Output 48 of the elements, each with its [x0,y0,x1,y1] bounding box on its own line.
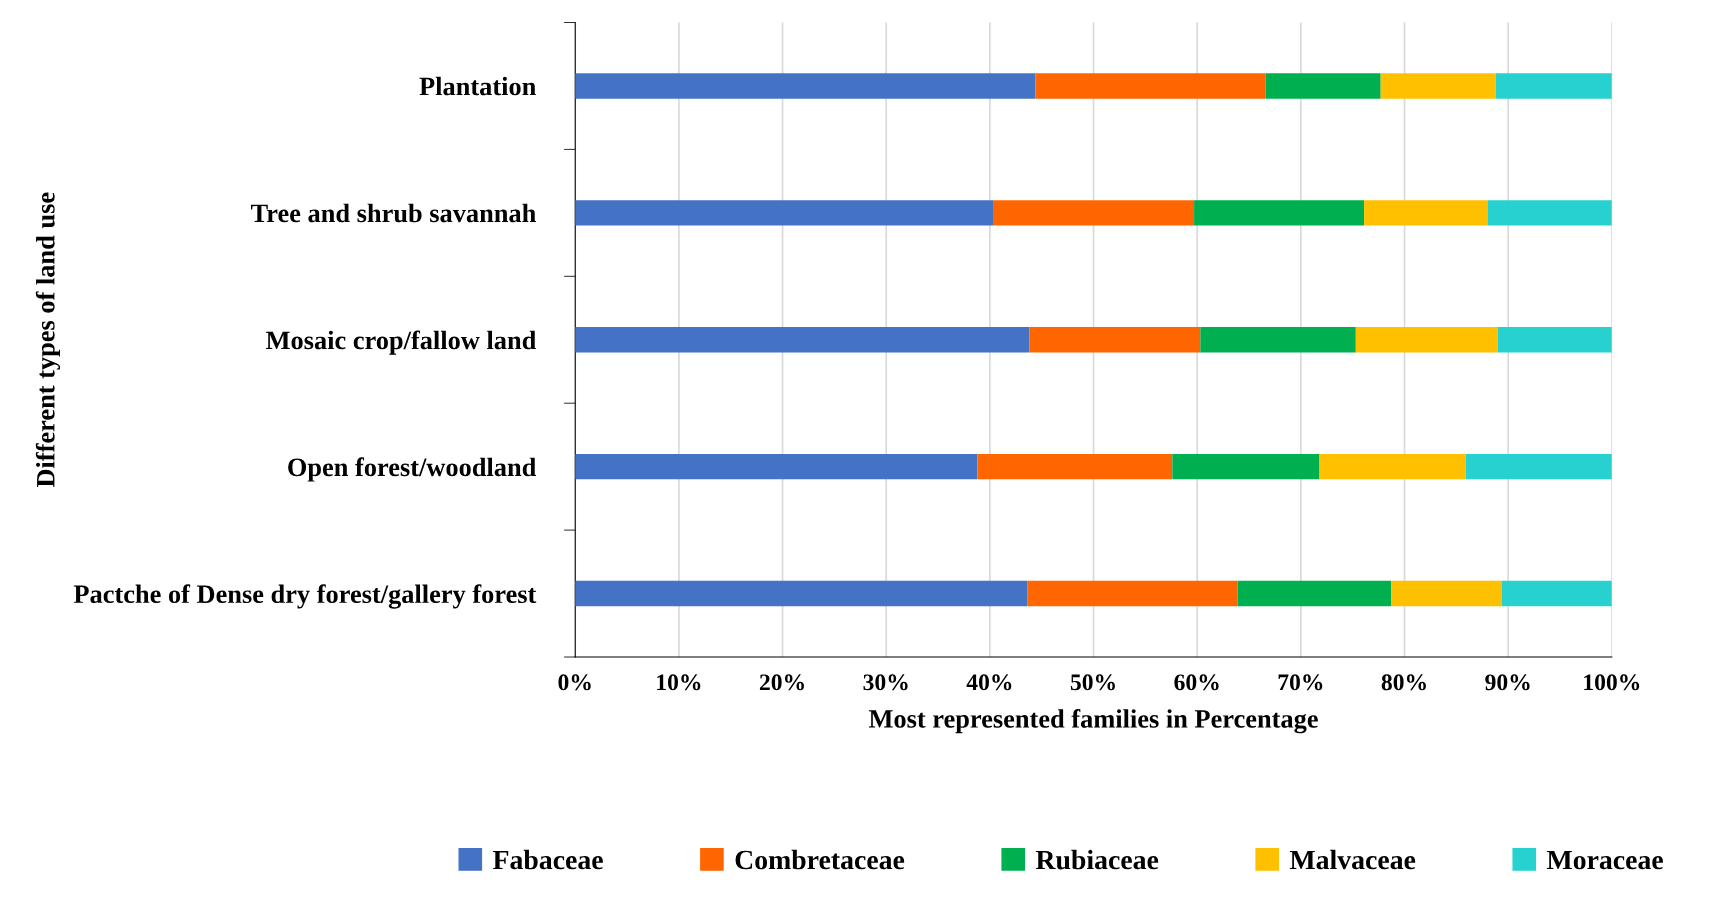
bar [1497,327,1612,353]
x-tick-label: 10% [657,674,701,691]
x-tick-label: 20% [759,674,804,691]
bar [1265,73,1381,99]
bar [1391,580,1502,607]
bar [1501,580,1612,607]
y-tick-label: Mosaic crop/fallow land [266,330,537,355]
bar [1465,453,1612,480]
x-tick-label: 30% [863,674,908,691]
bar [1035,73,1266,99]
bar [1495,73,1612,99]
bar [1172,453,1320,480]
bar [1487,200,1612,226]
bar [575,580,1028,607]
y-tick-label: Open forest/woodland [288,457,537,482]
x-tick-label: 60% [1174,674,1219,691]
y-tick-label: Plantation [419,76,536,96]
bar [575,200,993,226]
bar [1194,200,1365,226]
bar [977,453,1173,480]
x-tick-label: 70% [1278,674,1323,691]
bar [992,200,1195,226]
x-axis-title: Most represented families in Percentage [868,708,1318,734]
y-tick-label: Tree and shrub savannah [251,203,536,223]
bar [1364,200,1488,226]
bar [1200,327,1356,353]
x-tick-label: 40% [966,674,1012,691]
bar [1355,327,1498,353]
x-tick-label: 0% [558,674,591,691]
bar [575,327,1030,353]
legend-label: Fabaceae [493,849,603,870]
bar [1380,73,1496,99]
legend-label: Moraceae [1546,850,1663,870]
x-tick-label: 80% [1381,674,1426,691]
bar [575,73,1036,99]
legend-label: Rubiaceae [1035,849,1159,870]
legend-label: Malvaceae [1289,849,1416,870]
bar [1319,453,1466,480]
bar [1029,327,1201,353]
x-tick-label: 90% [1485,674,1530,691]
bar [1237,580,1392,607]
x-tick-label: 100% [1584,674,1640,691]
x-tick-label: 50% [1070,674,1115,691]
y-axis-title: Different types of land use [35,192,61,488]
y-tick-label: Pactche of Dense dry forest/gallery forest [73,584,537,609]
bar [575,453,978,480]
legend-label: Combretaceae [735,849,905,870]
bar [1027,580,1238,607]
